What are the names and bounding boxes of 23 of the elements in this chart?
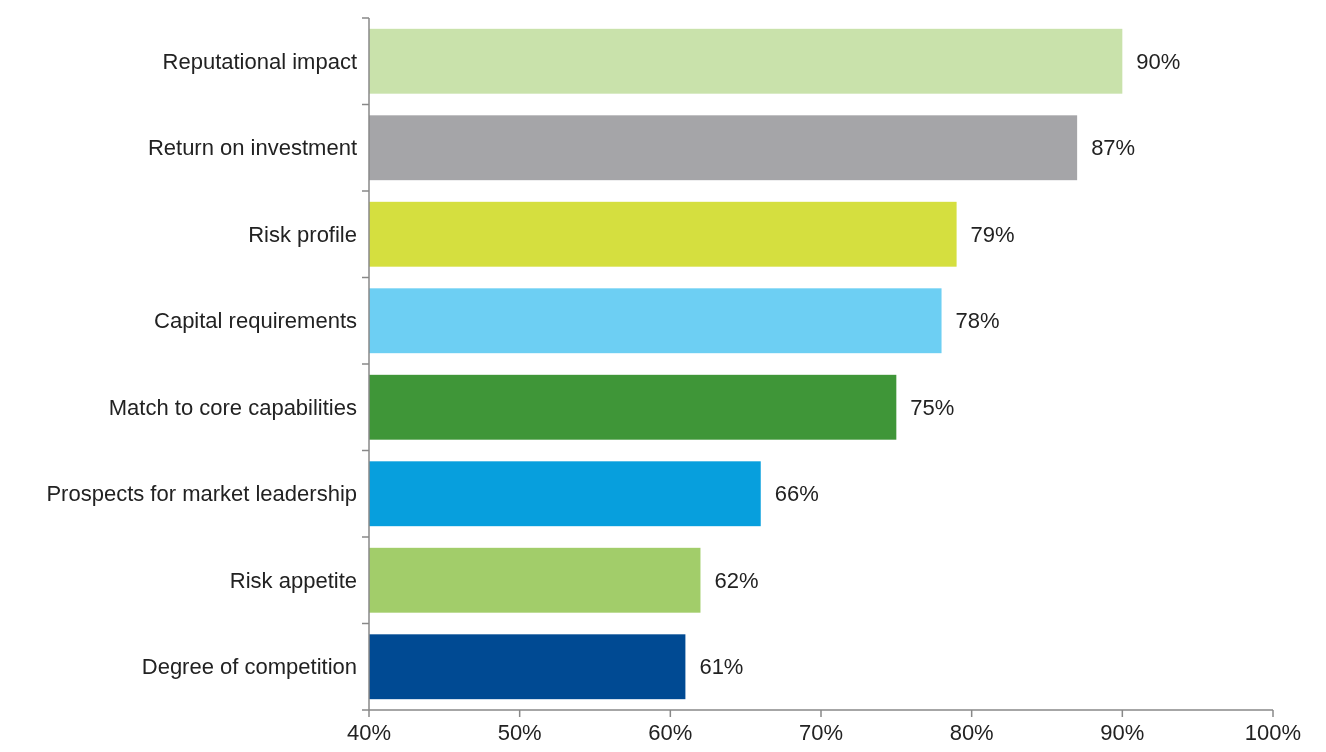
data-label: 90% (1136, 48, 1181, 74)
x-tick-label: 80% (949, 720, 994, 745)
y-tick-label: Risk profile (248, 221, 357, 247)
y-tick-label: Reputational impact (162, 48, 357, 74)
y-tick-label: Risk appetite (229, 567, 357, 593)
y-tick-label: Return on investment (147, 135, 357, 161)
x-tick-label: 60% (648, 720, 693, 745)
data-label: 61% (699, 654, 744, 680)
x-tick-label: 90% (1100, 720, 1145, 745)
y-tick-label: Degree of competition (141, 654, 357, 680)
y-tick-label: Match to core capabilities (108, 394, 357, 420)
data-label: 79% (970, 221, 1015, 247)
data-label: 87% (1091, 135, 1136, 161)
data-label: 75% (910, 394, 955, 420)
x-tick-label: 50% (497, 720, 542, 745)
data-label: 66% (774, 481, 819, 507)
data-label: 62% (714, 567, 759, 593)
x-tick-label: 40% (346, 720, 392, 745)
data-label: 78% (955, 308, 1000, 334)
y-tick-label: Capital requirements (154, 308, 357, 334)
y-tick-label: Prospects for market leadership (46, 481, 357, 507)
x-tick-label: 70% (798, 720, 844, 745)
x-tick-label: 100% (1244, 720, 1302, 745)
